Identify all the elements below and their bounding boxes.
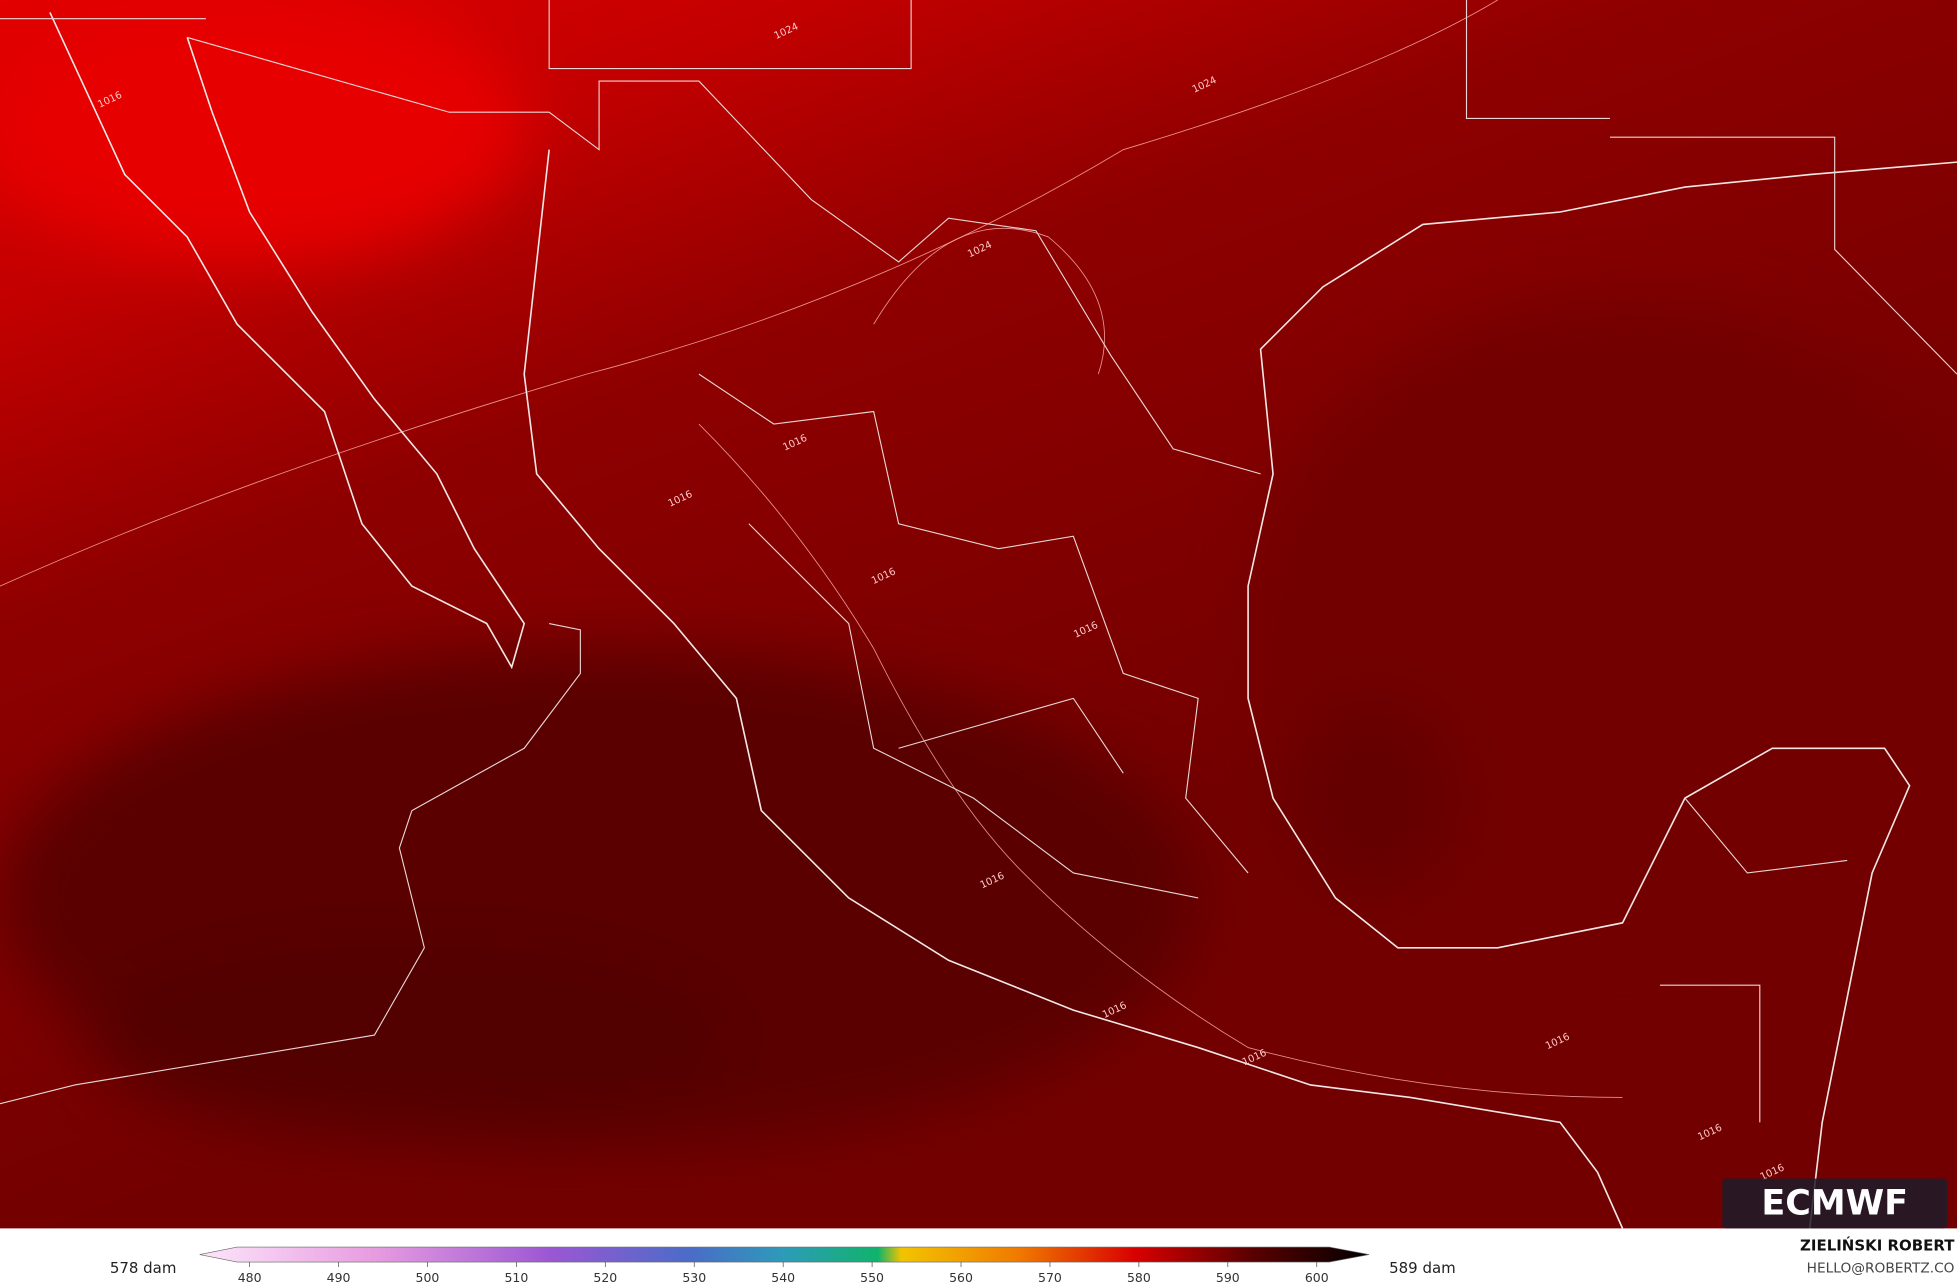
height-field [0, 0, 1957, 1148]
colorbar-tick-label: 510 [504, 1270, 528, 1285]
logo-box [1722, 1178, 1948, 1229]
colorbar-tick-label: 580 [1127, 1270, 1151, 1285]
colorbar-bar [199, 1246, 1370, 1263]
colorbar-tick-label: 490 [327, 1270, 351, 1285]
credit-contact: HELLO@ROBERTZ.CO [1807, 1260, 1955, 1276]
colorbar: 578 dam 589 dam 480 490 500 510 520 530 540 550… [110, 1246, 1456, 1285]
colorbar-tick-label: 540 [771, 1270, 795, 1285]
coastline [523, 149, 1624, 1229]
colorbar-max-label: 589 dam [1389, 1259, 1456, 1277]
border [698, 373, 1848, 1123]
border [0, 0, 1957, 375]
colorbar-tick-label: 550 [860, 1270, 884, 1285]
border [187, 36, 1261, 475]
border [0, 622, 581, 1105]
colorbar-tick-label: 600 [1305, 1270, 1329, 1285]
isobar [873, 227, 1105, 375]
colorbar-min-label: 578 dam [110, 1259, 177, 1277]
isobar [0, 0, 1498, 587]
credit-name: ZIELIŃSKI ROBERT [1800, 1235, 1955, 1254]
logo: ECMWF [1761, 1184, 1908, 1224]
colorbar-tick-label: 560 [949, 1270, 973, 1285]
coastline [1247, 161, 1957, 1229]
colorbar-tick-label: 590 [1216, 1270, 1240, 1285]
colorbar-tick-label: 500 [416, 1270, 440, 1285]
isobar [698, 423, 1623, 1098]
colorbar-tick-label: 530 [682, 1270, 706, 1285]
coastline [49, 12, 526, 670]
colorbar-tick-label: 480 [238, 1270, 262, 1285]
map: 1016102410241024101610161016101610161016… [0, 0, 1957, 1229]
colorbar-tick-label: 520 [593, 1270, 617, 1285]
colorbar-tick-label: 570 [1038, 1270, 1062, 1285]
